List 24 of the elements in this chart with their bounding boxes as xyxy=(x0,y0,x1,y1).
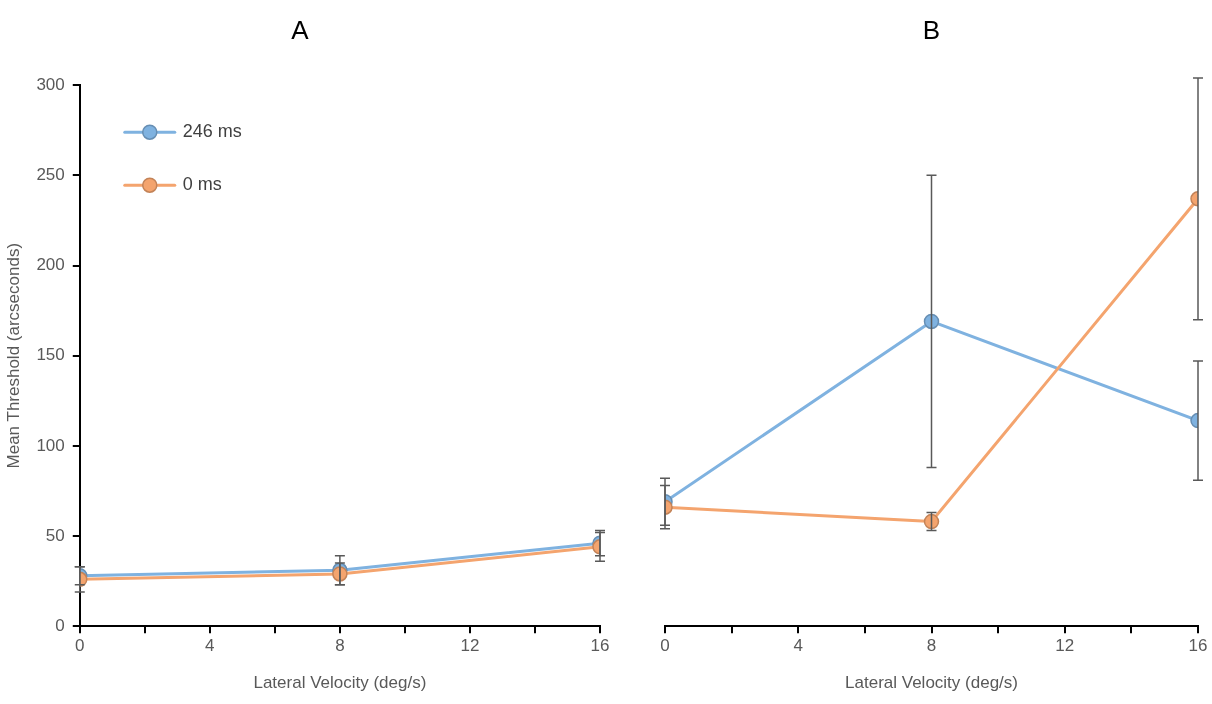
y-tick-label: 150 xyxy=(36,345,65,365)
x-axis-title: Lateral Velocity (deg/s) xyxy=(845,673,1018,693)
y-tick-label: 200 xyxy=(36,255,65,275)
chart-title: A xyxy=(291,14,310,45)
x-tick-label: 8 xyxy=(926,636,937,656)
y-axis-title: Mean Threshold (arcseconds) xyxy=(3,242,23,469)
x-tick-label: 12 xyxy=(1055,636,1075,656)
x-tick-label: 8 xyxy=(335,636,345,656)
legend-label: 246 ms xyxy=(182,121,242,142)
x-tick-label: 4 xyxy=(793,636,803,656)
legend-label: 0 ms xyxy=(182,174,222,195)
x-tick-label: 0 xyxy=(660,636,670,656)
x-tick-label: 16 xyxy=(590,636,610,656)
x-tick-label: 4 xyxy=(205,636,215,656)
x-tick-label: 0 xyxy=(75,636,85,656)
y-tick-label: 100 xyxy=(36,435,65,455)
x-axis-title: Lateral Velocity (deg/s) xyxy=(253,673,427,693)
x-tick-label: 12 xyxy=(460,636,480,656)
y-tick-label: 50 xyxy=(45,525,65,545)
chart-title: B xyxy=(922,14,941,45)
y-tick-label: 250 xyxy=(36,165,65,185)
x-tick-label: 16 xyxy=(1188,636,1208,656)
y-tick-label: 0 xyxy=(55,615,65,635)
y-tick-label: 300 xyxy=(36,74,65,94)
